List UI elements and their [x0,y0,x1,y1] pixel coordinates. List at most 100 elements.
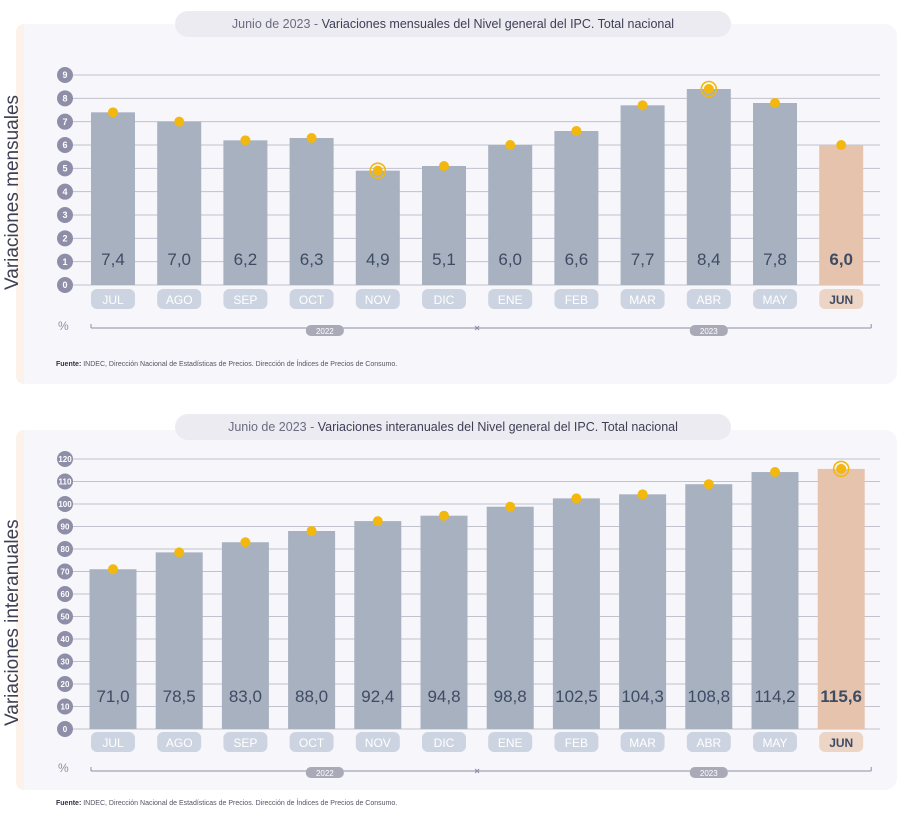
y-tick-label: 110 [59,477,72,486]
bar [355,170,400,285]
y-tick-label: 60 [61,590,70,599]
bar [223,140,268,285]
y-tick-label: 8 [62,94,67,104]
y-tick-label: 7 [62,117,67,127]
chart-title-main: Variaciones interanuales del Nivel gener… [317,420,678,434]
value-label: 6,3 [300,250,324,269]
source-text: INDEC, Dirección Nacional de Estadística… [83,361,398,368]
data-point [306,133,317,143]
value-label: 83,0 [229,687,262,706]
bar [420,515,468,729]
value-label: 6,0 [498,250,522,269]
data-point [108,107,118,118]
bar [157,121,202,286]
y-tick-marker [57,518,73,535]
month-label: MAR [629,736,656,750]
value-label: 7,0 [167,250,191,269]
month-label: FEB [565,293,588,307]
source-text: INDEC, Dirección Nacional de Estadística… [83,800,398,807]
y-tick-label: 80 [61,545,70,554]
value-label: 71,0 [96,687,129,706]
unit-label: % [58,319,69,333]
panel-accent [16,24,24,384]
month-pill [488,732,533,752]
y-tick-marker [57,113,73,130]
month-label: SEP [233,736,257,750]
month-label: NOV [365,293,391,307]
value-label: 102,5 [555,687,598,706]
y-tick-label: 6 [62,140,67,150]
month-label: SEP [233,293,257,307]
y-tick-marker [57,160,73,177]
value-label: 7,8 [763,250,787,269]
bar [289,138,334,285]
y-tick-label: 3 [62,210,67,220]
month-pill [620,732,665,752]
y-tick-label: 90 [61,522,70,531]
chart-title-monthly: Junio de 2023 - Variaciones mensuales de… [175,11,731,37]
source-label: Fuente: [56,800,82,807]
data-point [108,564,118,575]
value-label: 94,8 [427,687,460,706]
y-tick-label: 4 [62,187,67,197]
y-tick-marker [57,653,73,670]
month-label: NOV [365,736,391,750]
month-pill [620,289,665,309]
y-tick-label: 20 [61,680,70,689]
source-note-monthly: Fuente: INDEC, Dirección Nacional de Est… [56,361,397,368]
y-tick-label: 0 [62,280,67,290]
month-pill [554,732,599,752]
chart-title-prefix: Junio de 2023 - [231,17,322,31]
y-tick-label: 100 [58,500,72,509]
month-label: MAY [762,736,787,750]
data-point [439,161,449,171]
month-pill [686,289,731,309]
year-pill [689,325,728,336]
y-tick-marker [57,230,73,247]
bar [817,468,865,729]
month-pill [289,289,334,309]
month-label: JUL [102,293,124,307]
timeline-divider [474,768,480,774]
month-label: OCT [299,293,325,307]
month-label: AGO [166,736,193,750]
month-pill [422,732,466,752]
month-label: MAR [629,293,656,307]
y-tick-label: 0 [63,725,68,734]
month-label: AGO [166,293,193,307]
year-label: 2022 [316,327,334,336]
bar [751,472,799,729]
y-tick-marker [57,90,73,107]
month-label: ABR [696,293,721,307]
source-note-yoy: Fuente: INDEC, Dirección Nacional de Est… [56,800,397,807]
bar [155,552,203,729]
data-point [306,526,317,536]
value-label: 6,0 [829,250,853,269]
value-label: 98,8 [494,687,527,706]
month-label: DIC [434,293,455,307]
value-label: 7,7 [631,250,655,269]
y-tick-marker [57,277,73,293]
y-tick-marker [57,586,73,602]
y-tick-marker [57,137,73,153]
data-point [637,100,648,111]
y-tick-marker [57,563,73,580]
source-label: Fuente: [56,361,82,368]
value-label: 114,2 [754,687,795,706]
y-tick-marker [57,183,73,200]
data-point [174,116,185,127]
data-point [240,537,251,548]
y-tick-marker [57,67,73,83]
month-pill [753,732,797,752]
bar [620,105,665,285]
data-point [505,501,516,512]
y-tick-marker [57,676,73,692]
bar [486,506,534,729]
y-tick-label: 40 [61,635,70,644]
y-tick-marker [57,253,73,270]
month-pill [91,289,135,309]
y-tick-label: 50 [61,612,70,621]
data-point [571,493,582,504]
y-tick-label: 10 [61,702,70,711]
data-point [703,479,714,490]
